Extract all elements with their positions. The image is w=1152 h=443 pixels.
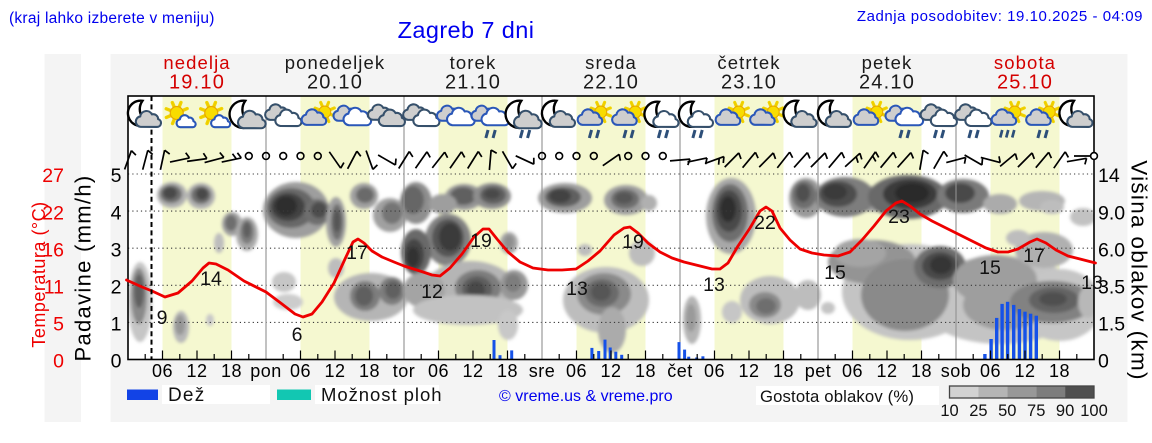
svg-text:18: 18 [221,361,242,381]
svg-text:sre: sre [529,361,556,381]
svg-text:06: 06 [290,361,311,381]
svg-text:Zagreb 7 dni: Zagreb 7 dni [398,17,535,43]
svg-text:15: 15 [979,257,1001,279]
svg-text:© vreme.us & vreme.pro: © vreme.us & vreme.pro [499,388,673,405]
svg-text:18: 18 [911,361,932,381]
svg-text:14: 14 [200,268,222,290]
svg-text:12: 12 [324,361,345,381]
svg-text:pon: pon [250,361,282,381]
svg-text:Gostota oblakov (%): Gostota oblakov (%) [760,387,914,406]
svg-text:6.0: 6.0 [1098,239,1125,261]
svg-text:12: 12 [738,361,759,381]
svg-text:22: 22 [42,202,64,224]
svg-text:Možnost ploh: Možnost ploh [321,384,442,405]
svg-text:27: 27 [42,165,64,187]
svg-text:17: 17 [346,242,368,264]
svg-text:19: 19 [622,231,644,253]
svg-text:06: 06 [566,361,587,381]
svg-text:5: 5 [111,165,122,187]
svg-text:Padavine (mm/h): Padavine (mm/h) [71,174,96,361]
svg-text:50: 50 [998,402,1016,420]
svg-text:1: 1 [111,314,122,336]
svg-text:17: 17 [1023,245,1045,267]
svg-text:Temperatura (°C): Temperatura (°C) [29,201,49,347]
svg-text:Višina oblakov (km): Višina oblakov (km) [1127,160,1152,381]
svg-text:petek: petek [862,52,913,73]
svg-text:16: 16 [42,239,64,261]
svg-text:9.0: 9.0 [1098,202,1125,224]
svg-text:14: 14 [1098,165,1120,187]
svg-text:24.10: 24.10 [859,72,915,94]
svg-text:tor: tor [393,361,416,381]
svg-text:22: 22 [754,212,776,234]
svg-text:100: 100 [1080,402,1108,420]
svg-text:18: 18 [635,361,656,381]
svg-text:19.10: 19.10 [169,72,225,94]
svg-text:6: 6 [292,324,303,346]
svg-text:3.5: 3.5 [1098,277,1125,299]
svg-text:13: 13 [1081,272,1103,294]
svg-text:18: 18 [497,361,518,381]
svg-text:(kraj lahko izberete v meniju): (kraj lahko izberete v meniju) [9,10,215,27]
svg-text:19: 19 [470,230,492,252]
svg-text:11: 11 [44,277,64,299]
svg-text:15: 15 [824,262,846,284]
svg-text:1.5: 1.5 [1098,314,1125,336]
svg-text:čet: čet [667,361,693,381]
svg-text:06: 06 [980,361,1001,381]
svg-text:18: 18 [773,361,794,381]
svg-text:20.10: 20.10 [307,72,363,94]
svg-text:sobota: sobota [994,52,1056,73]
svg-text:06: 06 [428,361,449,381]
svg-text:0: 0 [53,351,64,373]
svg-text:12: 12 [186,361,207,381]
svg-text:75: 75 [1027,402,1045,420]
svg-text:90: 90 [1056,402,1074,420]
svg-text:pet: pet [805,361,832,381]
svg-text:12: 12 [1014,361,1035,381]
svg-text:0: 0 [1098,351,1109,373]
svg-text:10: 10 [940,402,958,420]
svg-text:12: 12 [462,361,483,381]
svg-text:sreda: sreda [585,52,637,73]
svg-text:18: 18 [1049,361,1070,381]
svg-text:23: 23 [888,206,910,228]
svg-text:23.10: 23.10 [721,72,777,94]
svg-text:13: 13 [566,278,588,300]
svg-text:ponedeljek: ponedeljek [285,52,386,73]
svg-text:9: 9 [157,307,168,329]
svg-text:25: 25 [969,402,987,420]
svg-text:Dež: Dež [168,385,205,406]
svg-text:4: 4 [111,202,122,224]
svg-text:5: 5 [53,314,64,336]
svg-text:četrtek: četrtek [717,52,780,73]
svg-text:12: 12 [600,361,621,381]
svg-text:0: 0 [111,351,122,373]
svg-text:12: 12 [421,281,443,303]
svg-text:18: 18 [359,361,380,381]
svg-text:06: 06 [704,361,725,381]
svg-text:21.10: 21.10 [445,72,501,94]
svg-text:sob: sob [941,361,972,381]
svg-text:25.10: 25.10 [997,72,1053,94]
svg-text:torek: torek [450,52,497,73]
svg-text:12: 12 [876,361,897,381]
svg-text:13: 13 [703,274,725,296]
svg-text:Zadnja posodobitev: 19.10.2025: Zadnja posodobitev: 19.10.2025 - 04:09 [857,8,1143,25]
svg-text:06: 06 [842,361,863,381]
svg-text:22.10: 22.10 [583,72,639,94]
svg-text:2: 2 [111,277,122,299]
svg-text:3: 3 [111,239,122,261]
svg-text:nedelja: nedelja [163,52,230,73]
svg-text:06: 06 [152,361,173,381]
